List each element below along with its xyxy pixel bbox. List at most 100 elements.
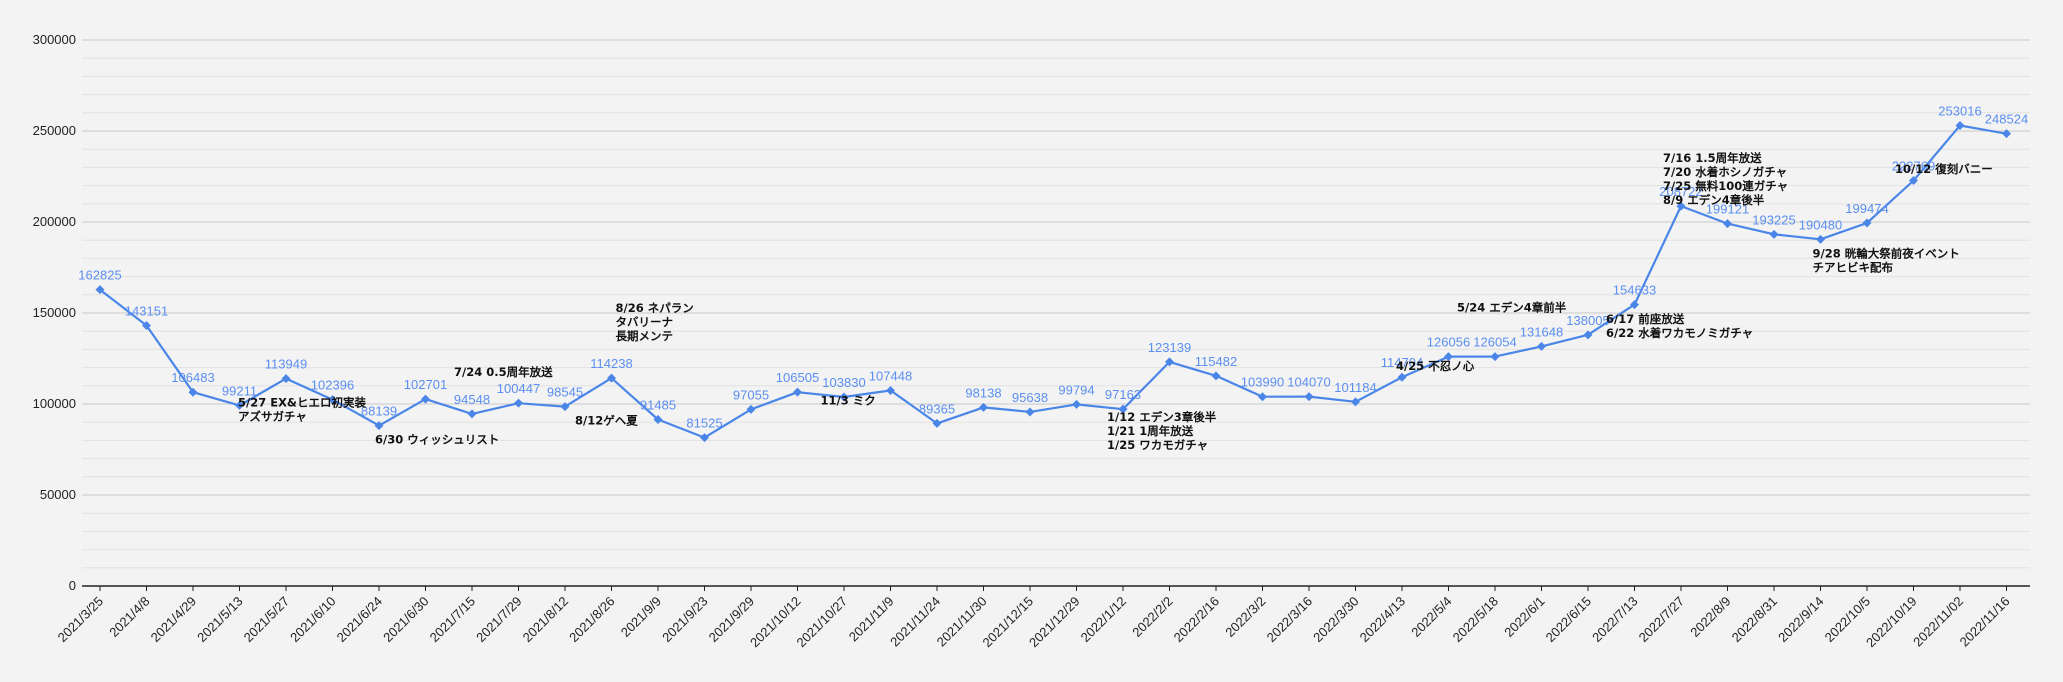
data-label: 115482 — [1195, 354, 1237, 369]
y-tick-label: 300000 — [33, 32, 76, 47]
x-tick-label: 2022/9/14 — [1775, 594, 1827, 646]
data-point — [607, 373, 616, 383]
data-point — [1769, 229, 1779, 239]
x-tick-label: 2021/7/15 — [427, 594, 479, 646]
data-label: 91485 — [640, 397, 676, 412]
annotation-line: 6/22 水着ワカモノミガチャ — [1606, 326, 1753, 340]
data-point — [1072, 399, 1081, 409]
data-label: 100447 — [497, 381, 540, 396]
data-point — [1304, 392, 1314, 402]
data-label: 97055 — [733, 387, 769, 402]
data-point — [235, 400, 244, 410]
annotation: 10/12 復刻バニー — [1895, 162, 1993, 176]
data-label: 88139 — [361, 404, 397, 419]
y-tick-label: 200000 — [33, 214, 76, 229]
annotation-line: 11/3 ミク — [821, 393, 876, 407]
annotation-line: 1/21 1周年放送 — [1107, 424, 1194, 438]
data-point — [1118, 404, 1128, 414]
data-point — [1444, 352, 1453, 362]
data-point — [746, 404, 756, 414]
data-point — [979, 402, 988, 412]
y-tick-label: 250000 — [33, 123, 76, 138]
annotation-line: 7/20 水着ホシノガチャ — [1663, 165, 1787, 179]
data-label: 95638 — [1012, 390, 1048, 405]
annotation-line: チアヒビキ配布 — [1813, 260, 1894, 274]
x-tick-label: 2022/7/27 — [1636, 594, 1688, 646]
x-tick-label: 2022/6/1 — [1501, 594, 1547, 640]
data-label: 103830 — [822, 375, 865, 390]
x-tick-label: 2021/10/27 — [793, 594, 850, 651]
x-tick-label: 2022/8/9 — [1687, 594, 1733, 640]
annotation-line: 6/30 ウィッシュリスト — [375, 433, 499, 447]
annotation-line: 8/26 ネパラン — [616, 301, 694, 315]
data-point — [374, 421, 384, 431]
x-tick-label: 2022/8/31 — [1729, 594, 1781, 646]
x-tick-label: 2021/3/25 — [55, 594, 107, 646]
y-tick-label: 150000 — [33, 305, 76, 320]
annotation: 6/30 ウィッシュリスト — [375, 433, 499, 447]
data-label: 248524 — [1985, 112, 2028, 127]
x-axis — [82, 585, 2030, 591]
x-tick-label: 2022/3/16 — [1264, 594, 1316, 646]
x-tick-label: 2022/3/2 — [1222, 594, 1268, 640]
x-tick-label: 2021/6/24 — [334, 594, 386, 646]
data-point — [1025, 407, 1035, 417]
data-label: 102396 — [311, 378, 354, 393]
data-point — [188, 387, 198, 397]
x-tick-label: 2021/4/8 — [106, 594, 152, 640]
annotation-line: 6/17 前座放送 — [1606, 312, 1685, 326]
x-tick-label: 2022/7/13 — [1589, 594, 1641, 646]
data-label: 193225 — [1752, 212, 1795, 227]
x-tick-label: 2021/9/9 — [618, 594, 664, 640]
data-label: 99211 — [222, 383, 257, 398]
data-point — [839, 392, 849, 402]
x-tick-label: 2022/6/15 — [1543, 594, 1595, 646]
data-label: 138005 — [1566, 313, 1609, 328]
x-tick-label: 2021/5/27 — [241, 594, 293, 646]
data-label: 102701 — [404, 377, 447, 392]
annotation-line: 1/12 エデン3章後半 — [1107, 410, 1217, 424]
data-point — [1397, 372, 1407, 382]
data-point — [467, 409, 477, 419]
data-point — [1909, 176, 1918, 186]
annotation: 8/12ゲヘ夏 — [575, 414, 638, 428]
annotation-line: アズサガチャ — [238, 410, 307, 424]
x-tick-label: 2021/8/12 — [520, 594, 572, 646]
data-point — [95, 285, 105, 295]
x-tick-label: 2022/5/4 — [1408, 594, 1454, 640]
data-labels: 162825 143151 106483 99211 113949 102396 88139… — [78, 104, 2028, 431]
annotation: 7/24 0.5周年放送 — [454, 365, 553, 379]
annotation-line: 5/27 EX&ヒエロ初実装 — [238, 396, 366, 410]
data-point — [514, 398, 523, 408]
data-point — [1258, 392, 1267, 402]
x-tick-label: 2022/3/30 — [1310, 594, 1362, 646]
data-label: 99794 — [1058, 382, 1094, 397]
data-label: 199121 — [1706, 202, 1749, 217]
annotation-line: 8/12ゲヘ夏 — [575, 414, 638, 428]
x-tick-label: 2022/2/2 — [1129, 594, 1175, 640]
data-point — [1862, 218, 1872, 228]
data-point — [932, 418, 942, 428]
data-label: 126056 — [1427, 335, 1470, 350]
data-point — [421, 394, 430, 404]
data-label: 101184 — [1334, 380, 1376, 395]
data-point — [1816, 234, 1825, 244]
data-label: 107448 — [869, 368, 912, 383]
x-tick-label: 2021/8/26 — [566, 594, 618, 646]
data-label: 89365 — [919, 401, 955, 416]
data-label: 106483 — [171, 370, 214, 385]
data-label: 131648 — [1520, 324, 1563, 339]
data-label: 190480 — [1799, 217, 1842, 232]
data-point — [1537, 341, 1546, 351]
annotation-line: 9/28 晄輪大祭前夜イベント — [1813, 246, 1960, 260]
annotation-line: 長期メンテ — [616, 329, 674, 343]
data-point — [700, 433, 709, 443]
annotation-line: 7/25 無料100連ガチャ — [1663, 179, 1788, 193]
data-label: 114238 — [590, 356, 632, 371]
